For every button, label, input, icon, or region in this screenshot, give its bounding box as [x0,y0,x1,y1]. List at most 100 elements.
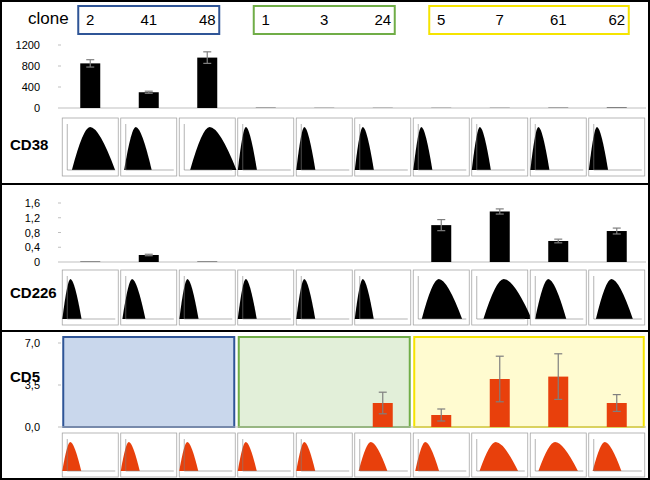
bar [431,225,451,262]
bar [548,107,568,108]
error-bar [613,395,621,412]
thumb-axis [125,439,126,471]
histogram-thumbnail [355,270,411,325]
thumb-axis [184,319,232,320]
background [0,0,650,480]
thumb-axis [476,124,477,170]
error-cap [496,356,504,357]
thumb-frame [530,270,586,325]
error-cap [613,411,621,412]
thumb-frame [62,118,118,176]
bar [314,107,334,108]
error-cap [554,353,562,354]
thumb-frame [296,433,352,477]
histogram-thumbnail [589,118,645,176]
thumb-peak [413,127,432,170]
error-bar [379,392,387,414]
histogram-thumbnail [296,270,352,325]
thumb-axis [301,471,349,472]
histogram-thumbnail [472,433,528,477]
clone-label: 61 [550,11,567,28]
error-cap [86,66,94,67]
thumb-axis [360,471,408,472]
thumb-peak [535,279,566,319]
histogram-thumbnail [62,270,118,325]
thumb-axis [360,170,408,171]
error-cap [554,239,562,240]
error-bar [86,60,94,67]
thumb-axis [477,319,525,320]
thumb-axis [242,439,243,471]
histogram-thumbnail [179,270,235,325]
error-cap [554,399,562,400]
thumb-frame [121,270,177,325]
thumb-frame [589,433,645,477]
thumb-peak [536,442,578,471]
thumb-axis [125,276,126,319]
error-cap [613,233,621,234]
bar [490,107,510,108]
y-tick [58,87,61,88]
thumb-axis [535,471,583,472]
histogram-thumbnail [413,433,469,477]
thumb-frame [121,433,177,477]
thumb-axis [418,471,466,472]
thumb-axis [418,124,419,170]
thumb-frame [530,118,586,176]
bar [607,107,627,108]
thumb-peak [589,127,608,170]
thumb-peak [595,279,633,319]
group-shade [63,337,234,427]
histogram-thumbnail [62,118,118,176]
histogram-thumbnail [121,433,177,477]
thumb-peak [238,279,257,319]
bar [314,262,334,263]
y-tick [58,232,61,233]
thumb-frame [413,118,469,176]
clone-label: 24 [374,11,391,28]
panel-title: CD226 [10,284,57,301]
panel-title: CD38 [10,136,48,153]
y-tick [58,343,61,344]
error-cap [437,408,445,409]
header-label: clone [28,9,69,28]
y-tick [58,108,61,109]
histogram-thumbnail [179,118,236,176]
clone-label: 48 [199,11,216,28]
bar [431,107,451,108]
thumb-frame [238,118,294,176]
thumb-frame [413,433,469,477]
thumb-peak [415,442,439,471]
thumb-frame [296,270,352,325]
thumb-axis [476,439,477,471]
y-tick-label: 1,2 [25,212,40,224]
thumb-frame [355,270,411,325]
error-cap [496,208,504,209]
thumb-axis [593,124,594,170]
y-tick-label: 7,0 [25,337,40,349]
thumb-axis [359,124,360,170]
thumb-axis [594,170,642,171]
error-line [441,409,442,421]
thumb-peak [185,127,236,170]
error-cap [203,63,211,64]
error-cap [145,91,153,92]
thumb-axis [535,276,536,319]
error-cap [86,59,94,60]
thumb-peak [62,442,81,471]
error-line [90,60,91,67]
error-cap [145,93,153,94]
bar [197,427,217,428]
y-tick [58,45,61,46]
error-cap [145,255,153,256]
histogram-thumbnail [530,270,586,325]
error-cap [613,394,621,395]
histogram-thumbnail [472,270,532,325]
thumb-axis [301,276,302,319]
thumb-frame [355,433,411,477]
error-bar [496,209,504,214]
error-line [499,209,500,214]
thumb-frame [62,270,118,325]
thumb-axis [477,471,525,472]
thumb-frame [179,270,235,325]
